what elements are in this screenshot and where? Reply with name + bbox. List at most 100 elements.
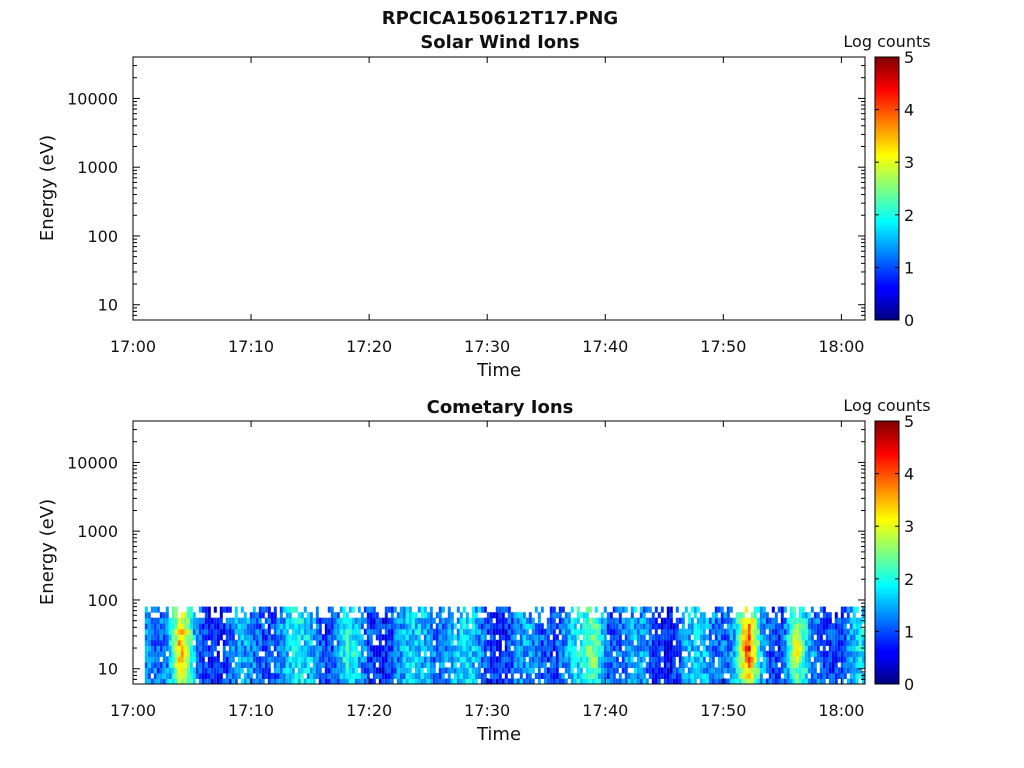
spectrogram-cell [603, 634, 607, 641]
spectrogram-cell [168, 634, 172, 641]
spectrogram-cell [585, 678, 589, 684]
spectrogram-cell [429, 634, 433, 641]
spectrogram-cell [345, 617, 349, 624]
spectrogram-cell [504, 672, 508, 679]
spectrogram-cell [276, 650, 280, 657]
spectrogram-cell [675, 667, 679, 674]
spectrogram-cell [858, 617, 862, 624]
spectrogram-cell [327, 667, 331, 674]
spectrogram-cell [630, 661, 634, 668]
spectrogram-cell [162, 667, 166, 674]
spectrogram-cell [378, 645, 382, 652]
spectrogram-cell [693, 623, 697, 630]
spectrogram-cell [567, 650, 571, 657]
spectrogram-cell [831, 634, 835, 641]
spectrogram-cell [594, 650, 598, 657]
spectrogram-cell [369, 634, 373, 641]
spectrogram-cell [612, 628, 616, 635]
spectrogram-cell [720, 667, 724, 674]
spectrogram-cell [798, 650, 802, 657]
spectrogram-cell [480, 678, 484, 684]
spectrogram-cell [717, 661, 721, 668]
spectrogram-cell [183, 639, 187, 646]
spectrogram-cell [246, 678, 250, 684]
spectrogram-cell [738, 612, 742, 619]
spectrogram-cell [837, 667, 841, 674]
spectrogram-cell [696, 606, 700, 613]
spectrogram-cell [309, 650, 313, 657]
spectrogram-cell [516, 628, 520, 635]
spectrogram-cell [831, 667, 835, 674]
spectrogram-cell [630, 617, 634, 624]
spectrogram-cell [459, 634, 463, 641]
spectrogram-cell [402, 650, 406, 657]
spectrogram-cell [699, 617, 703, 624]
spectrogram-cell [387, 650, 391, 657]
spectrogram-cell [822, 623, 826, 630]
spectrogram-cell [228, 645, 232, 652]
spectrogram-cell [489, 634, 493, 641]
spectrogram-cell [471, 606, 475, 613]
spectrogram-cell [342, 628, 346, 635]
spectrogram-cell [795, 650, 799, 657]
spectrogram-cell [843, 656, 847, 663]
spectrogram-cell [168, 617, 172, 624]
spectrogram-cell [375, 650, 379, 657]
spectrogram-cell [627, 628, 631, 635]
spectrogram-cell [228, 623, 232, 630]
spectrogram-cell [669, 672, 673, 679]
spectrogram-cell [621, 656, 625, 663]
spectrogram-cell [234, 628, 238, 635]
spectrogram-cell [639, 667, 643, 674]
spectrogram-cell [519, 617, 523, 624]
spectrogram-cell [438, 661, 442, 668]
colorbar-tick-label: 2 [904, 570, 914, 589]
spectrogram-cell [249, 645, 253, 652]
spectrogram-cell [201, 628, 205, 635]
spectrogram-cell [645, 623, 649, 630]
spectrogram-cell [354, 634, 358, 641]
spectrogram-cell [753, 645, 757, 652]
spectrogram-cell [390, 678, 394, 684]
spectrogram-cell [462, 617, 466, 624]
spectrogram-cell [144, 650, 148, 657]
spectrogram-cell [459, 628, 463, 635]
spectrogram-cell [183, 656, 187, 663]
spectrogram-cell [831, 639, 835, 646]
spectrogram-cell [156, 656, 160, 663]
spectrogram-cell [744, 606, 748, 613]
spectrogram-cell [681, 672, 685, 679]
spectrogram-cell [453, 623, 457, 630]
spectrogram-cell [447, 623, 451, 630]
spectrogram-cell [717, 667, 721, 674]
spectrogram-cell [399, 617, 403, 624]
spectrogram-cell [417, 628, 421, 635]
spectrogram-cell [555, 678, 559, 684]
spectrogram-cell [570, 617, 574, 624]
spectrogram-cell [528, 645, 532, 652]
spectrogram-cell [807, 661, 811, 668]
spectrogram-cell [402, 634, 406, 641]
spectrogram-cell [510, 667, 514, 674]
spectrogram-cell [720, 678, 724, 684]
spectrogram-cell [441, 661, 445, 668]
spectrogram-cell [582, 661, 586, 668]
spectrogram-cell [360, 617, 364, 624]
spectrogram-cell [255, 672, 259, 679]
spectrogram-cell [399, 623, 403, 630]
spectrogram-cell [777, 645, 781, 652]
spectrogram-cell [177, 634, 181, 641]
spectrogram-cell [423, 612, 427, 619]
spectrogram-cell [396, 612, 400, 619]
spectrogram-cell [837, 639, 841, 646]
spectrogram-cell [624, 639, 628, 646]
spectrogram-cell [438, 606, 442, 613]
spectrogram-cell [513, 617, 517, 624]
spectrogram-cell [300, 667, 304, 674]
spectrogram-cell [759, 628, 763, 635]
spectrogram-cell [513, 650, 517, 657]
spectrogram-cell [309, 628, 313, 635]
spectrogram-cell [156, 634, 160, 641]
spectrogram-cell [420, 612, 424, 619]
spectrogram-cell [777, 634, 781, 641]
